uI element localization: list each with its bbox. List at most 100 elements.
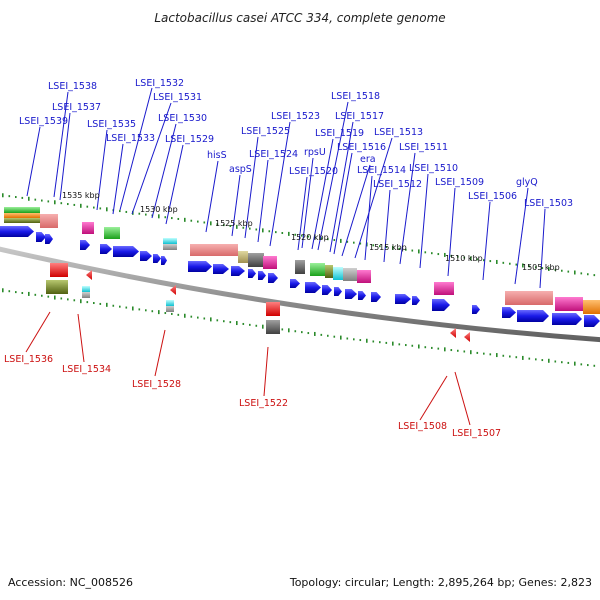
gene-arrow-forward — [290, 279, 300, 288]
gene-label-rev[interactable]: LSEI_1528 — [132, 379, 181, 390]
gene-label-fwd[interactable]: LSEI_1533 — [106, 133, 155, 144]
gene-label-fwd[interactable]: era — [360, 154, 376, 165]
gene-label-fwd[interactable]: LSEI_1510 — [409, 163, 458, 174]
gene-label-fwd[interactable]: LSEI_1523 — [271, 111, 320, 122]
gene-label-rev[interactable]: LSEI_1522 — [239, 398, 288, 409]
tick-mark — [470, 256, 472, 261]
gene-label-fwd[interactable]: LSEI_1539 — [19, 116, 68, 127]
tick-mark — [223, 320, 225, 323]
tick-mark — [34, 293, 37, 296]
callout-line — [341, 164, 371, 257]
gene-label-fwd[interactable]: LSEI_1513 — [374, 127, 423, 138]
gene-feature-box — [40, 214, 58, 228]
tick-mark — [561, 361, 563, 364]
gene-label-fwd[interactable]: LSEI_1531 — [153, 92, 202, 103]
gene-label-fwd[interactable]: LSEI_1516 — [337, 142, 386, 153]
gene-label-fwd[interactable]: LSEI_1520 — [289, 166, 338, 177]
tick-mark — [99, 302, 102, 305]
callout-line — [297, 176, 308, 251]
gene-label-fwd[interactable]: LSEI_1519 — [315, 128, 364, 139]
gene-label-fwd[interactable]: LSEI_1503 — [524, 198, 573, 209]
gene-label-fwd[interactable]: LSEI_1530 — [158, 113, 207, 124]
gene-label-fwd[interactable]: rpsU — [304, 147, 326, 158]
gene-arrow-forward — [268, 273, 278, 283]
gene-label-fwd[interactable]: LSEI_1511 — [399, 142, 448, 153]
tick-mark — [515, 356, 518, 359]
gene-label-fwd[interactable]: LSEI_1524 — [249, 149, 298, 160]
tick-mark — [171, 312, 173, 315]
gene-feature-box — [166, 300, 174, 306]
tick-mark — [398, 343, 401, 346]
gene-arrow-forward — [305, 282, 321, 293]
gene-label-fwd[interactable]: LSEI_1535 — [87, 119, 136, 130]
tick-mark — [502, 261, 505, 264]
gene-arrow-reverse — [170, 285, 176, 295]
gene-label-fwd[interactable]: LSEI_1517 — [335, 111, 384, 122]
gene-arrow-forward — [248, 269, 256, 278]
tick-mark — [346, 240, 349, 243]
tick-mark — [450, 254, 453, 257]
gene-label-rev[interactable]: LSEI_1534 — [62, 364, 111, 375]
gene-feature-box — [266, 320, 280, 334]
tick-mark — [522, 355, 524, 360]
tick-mark — [392, 341, 394, 346]
reverse-tick-row — [2, 288, 596, 367]
tick-mark — [229, 224, 232, 227]
gene-feature-box — [357, 270, 371, 283]
tick-mark — [210, 317, 212, 322]
gene-track — [0, 207, 600, 342]
gene-label-rev[interactable]: LSEI_1508 — [398, 421, 447, 432]
tick-mark — [242, 322, 245, 325]
tick-mark — [242, 226, 245, 229]
gene-label-rev[interactable]: LSEI_1536 — [4, 354, 53, 365]
gene-arrow-forward — [45, 234, 53, 244]
gene-label-fwd[interactable]: LSEI_1538 — [48, 81, 97, 92]
tick-mark — [392, 245, 394, 250]
tick-mark — [411, 344, 414, 347]
tick-mark — [15, 291, 17, 294]
gene-arrow-forward — [0, 226, 34, 237]
gene-label-fwd[interactable]: LSEI_1525 — [241, 126, 290, 137]
gene-label-rev[interactable]: LSEI_1507 — [452, 428, 501, 439]
scale-label: 1535 kbp — [62, 191, 100, 200]
gene-label-fwd[interactable]: hisS — [207, 150, 227, 161]
gene-label-fwd[interactable]: LSEI_1537 — [52, 102, 101, 113]
gene-feature-box — [295, 260, 305, 274]
callout-line — [333, 152, 353, 255]
gene-arrow-forward — [213, 264, 229, 274]
tick-mark — [54, 200, 56, 205]
gene-label-fwd[interactable]: LSEI_1506 — [468, 191, 517, 202]
tick-mark — [580, 363, 583, 366]
gene-label-fwd[interactable]: aspS — [229, 164, 252, 175]
tick-mark — [203, 221, 206, 224]
callout-line — [231, 174, 241, 237]
callout-line — [399, 152, 416, 265]
tick-mark — [405, 344, 407, 347]
tick-mark — [320, 333, 323, 336]
gene-feature-box — [166, 306, 174, 312]
gene-feature-box — [310, 263, 325, 276]
gene-label-fwd[interactable]: LSEI_1532 — [135, 78, 184, 89]
gene-label-fwd[interactable]: LSEI_1514 — [357, 165, 406, 176]
gene-arrow-reverse — [86, 270, 92, 280]
tick-mark — [593, 364, 596, 367]
tick-mark — [574, 361, 576, 366]
tick-mark — [554, 268, 557, 271]
gene-feature-box — [163, 244, 177, 250]
forward-tick-row — [2, 193, 596, 277]
scale-label: 1505 kbp — [522, 263, 560, 272]
callout-line — [131, 102, 172, 215]
tick-mark — [255, 228, 258, 231]
gene-arrow-forward — [334, 287, 342, 296]
gene-label-fwd[interactable]: LSEI_1512 — [373, 179, 422, 190]
tick-mark — [151, 310, 154, 313]
gene-label-fwd[interactable]: LSEI_1518 — [331, 91, 380, 102]
callout-line — [151, 123, 177, 219]
gene-label-fwd[interactable]: LSEI_1509 — [435, 177, 484, 188]
tick-mark — [359, 242, 362, 245]
tick-mark — [125, 306, 128, 309]
gene-label-fwd[interactable]: glyQ — [516, 177, 538, 188]
tick-mark — [379, 341, 381, 344]
tick-mark — [60, 297, 63, 300]
gene-label-fwd[interactable]: LSEI_1529 — [165, 134, 214, 145]
